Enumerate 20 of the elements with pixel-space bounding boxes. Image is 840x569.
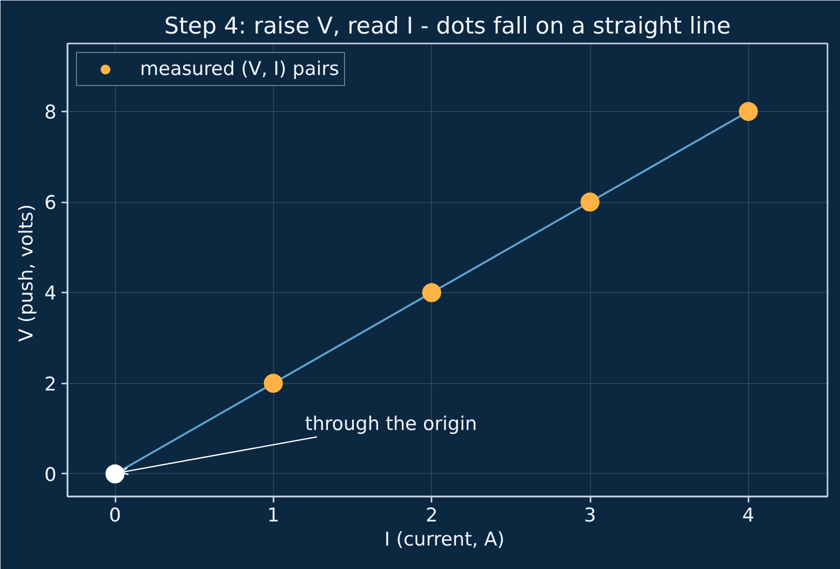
annotation: through the origin bbox=[305, 412, 478, 435]
y-tick-label: 6 bbox=[44, 192, 57, 214]
point bbox=[264, 374, 283, 393]
x-tick-label: 0 bbox=[108, 504, 122, 526]
y-tick-label: 0 bbox=[44, 464, 57, 486]
point bbox=[422, 283, 442, 302]
point bbox=[738, 102, 758, 121]
point bbox=[106, 464, 124, 484]
y-tick-label: 8 bbox=[44, 101, 57, 124]
point bbox=[580, 192, 600, 212]
y-tick-label: 2 bbox=[44, 373, 57, 396]
chart-title: Step 4: raise V, read I - dots fall on a straight line bbox=[164, 14, 731, 40]
x-tick-label: 1 bbox=[267, 504, 280, 526]
x-tick-label: 2 bbox=[426, 504, 438, 526]
x-axis-title: I (current, A) bbox=[384, 528, 505, 550]
legend-label: measured (V, I) pairs bbox=[140, 58, 340, 80]
x-tick-label: 4 bbox=[742, 504, 754, 526]
y-tick-label: 4 bbox=[44, 282, 57, 305]
y-axis-title: V (push, volts) bbox=[15, 204, 38, 342]
x-tick-label: 3 bbox=[584, 504, 596, 526]
